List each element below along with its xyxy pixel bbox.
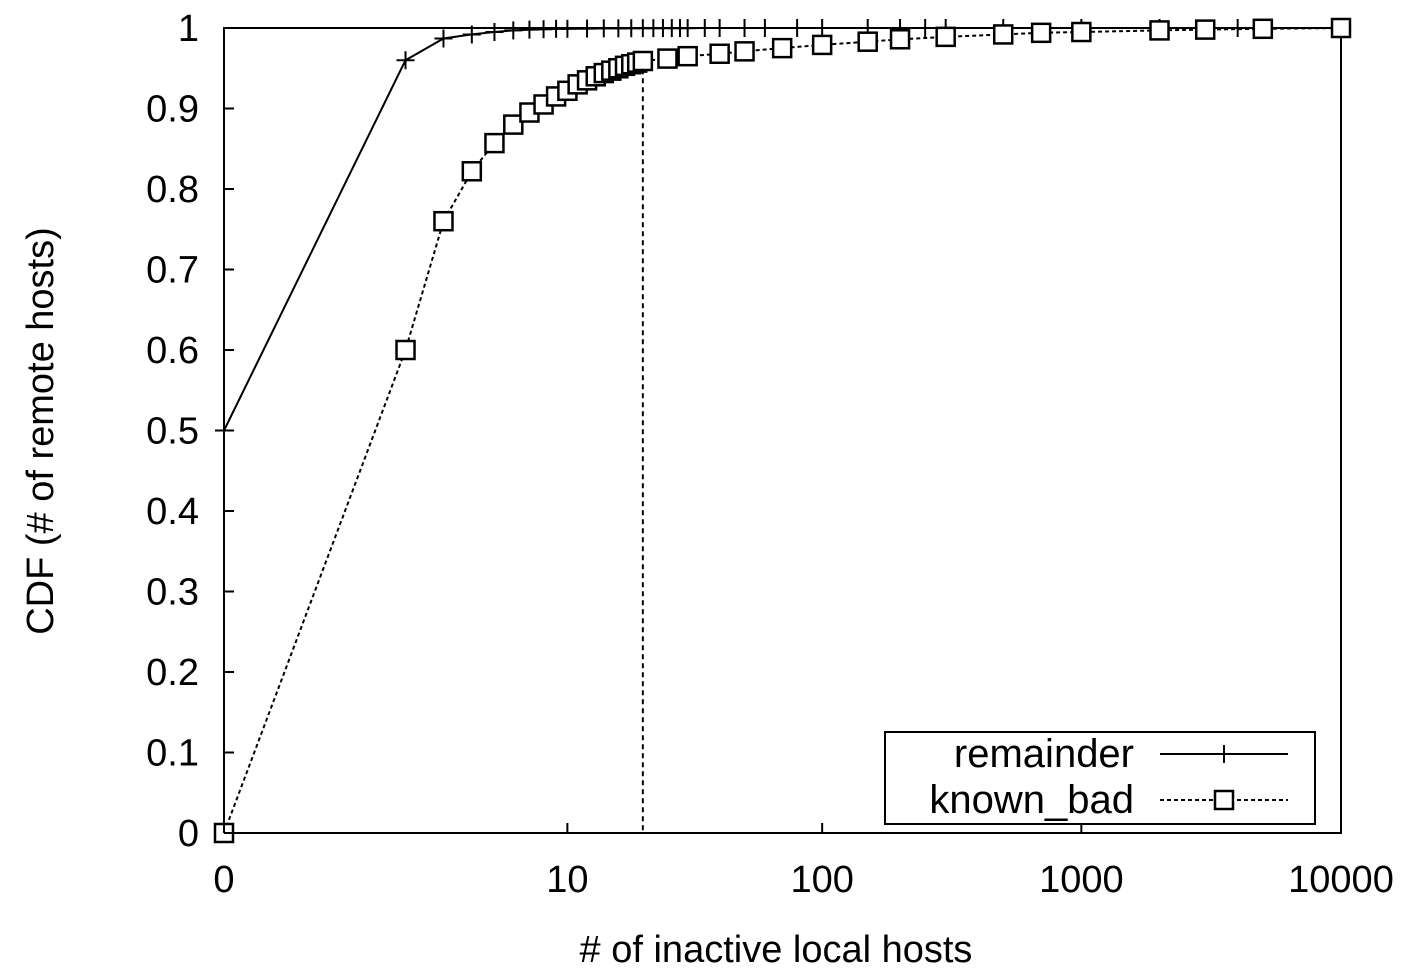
data-point-known-bad: [1030, 22, 1052, 44]
tick-layer: 0 10 100 1000 10000 0 0.1 0.2 0.3 0.4 0.5 0.6 0.7 0.8…: [146, 8, 1394, 901]
data-point-known-bad: [484, 132, 505, 154]
data-point-known-bad: [709, 43, 730, 65]
legend-label-known-bad: known_bad: [929, 778, 1134, 822]
legend-sample-marker-known-bad: [1213, 789, 1235, 811]
data-point-known-bad: [503, 114, 524, 135]
legend-label-remainder: remainder: [954, 732, 1134, 776]
data-point-known-bad: [992, 24, 1014, 45]
y-tick-label: 0.4: [146, 491, 199, 533]
data-point-known-bad: [1330, 17, 1352, 39]
data-point-known-bad: [461, 161, 483, 182]
data-point-remainder: [504, 21, 523, 40]
data-point-remainder: [710, 19, 729, 37]
data-point-known-bad: [857, 31, 878, 52]
series-line-known-bad: [223, 27, 1342, 834]
y-tick-label: 0.6: [146, 330, 199, 372]
y-tick-label: 0.2: [146, 652, 199, 694]
series-known-bad: [213, 17, 1352, 844]
plot-border: [223, 27, 1342, 834]
series-layer: [213, 17, 1352, 844]
series-remainder: [215, 19, 1247, 440]
data-point-remainder: [916, 19, 935, 37]
data-point-remainder: [578, 19, 597, 38]
y-tick-label: 0.3: [146, 572, 199, 614]
data-point-remainder: [678, 19, 697, 38]
data-point-known-bad: [395, 339, 416, 361]
x-tick-label: 10000: [1288, 859, 1394, 901]
data-point-known-bad: [811, 34, 833, 56]
data-point-known-bad: [734, 41, 755, 62]
data-point-known-bad: [1071, 21, 1092, 43]
data-point-remainder: [813, 19, 832, 37]
data-point-remainder: [788, 19, 807, 37]
y-tick-label: 0: [178, 813, 199, 855]
data-point-remainder: [485, 23, 504, 42]
y-tick-label: 0.7: [146, 250, 199, 292]
data-point-known-bad: [1149, 20, 1170, 41]
legend-samples: [1160, 745, 1288, 811]
y-tick-label: 1: [178, 8, 199, 50]
y-tick-label: 0.5: [146, 411, 199, 453]
y-tick-label: 0.1: [146, 733, 199, 775]
data-point-known-bad: [889, 29, 911, 50]
x-axis-title: # of inactive local hosts: [580, 929, 973, 971]
data-point-known-bad: [1252, 18, 1274, 40]
data-point-remainder: [396, 51, 415, 70]
legend: remainder known_bad: [884, 731, 1316, 825]
legend-box: [884, 731, 1316, 825]
data-point-remainder: [1228, 19, 1247, 37]
data-point-known-bad: [632, 50, 654, 72]
data-point-known-bad: [657, 48, 678, 69]
data-point-remainder: [558, 19, 577, 38]
series-line-remainder: [223, 27, 1238, 431]
data-point-known-bad: [677, 45, 698, 67]
data-point-known-bad: [771, 37, 793, 59]
y-axis-title: CDF (# of remote hosts): [20, 227, 62, 635]
y-tick-label: 0.9: [146, 89, 199, 131]
data-point-remainder: [434, 29, 453, 48]
legend-sample-marker-remainder: [1215, 745, 1233, 763]
plot-frame: [223, 27, 1342, 834]
data-point-known-bad: [433, 210, 454, 232]
y-tick-label: 0.8: [146, 169, 199, 211]
data-point-known-bad: [935, 26, 956, 48]
x-tick-label: 1000: [1039, 859, 1124, 901]
data-point-remainder: [462, 25, 481, 44]
x-tick-label: 0: [213, 859, 234, 901]
x-tick-label: 10: [546, 859, 588, 901]
x-tick-label: 100: [790, 859, 853, 901]
data-point-known-bad: [1194, 19, 1216, 40]
data-point-remainder: [755, 19, 774, 37]
data-point-remainder: [735, 19, 754, 37]
